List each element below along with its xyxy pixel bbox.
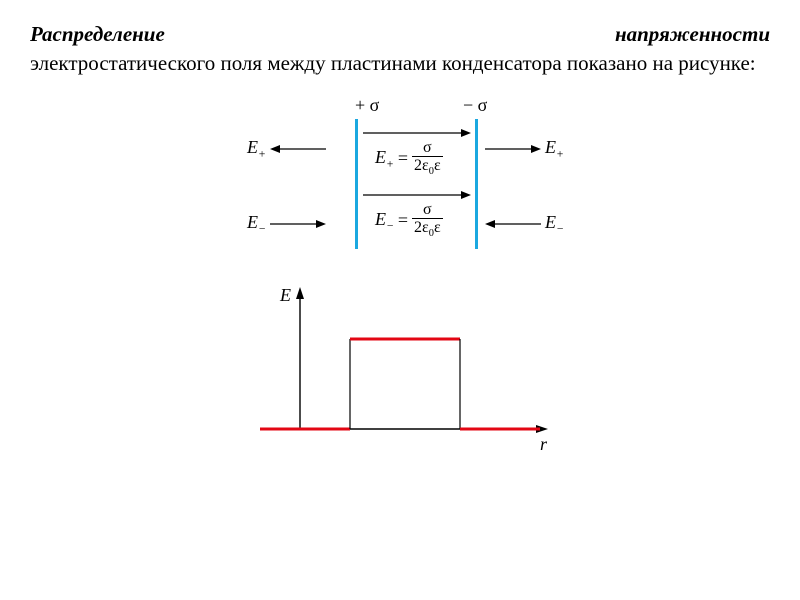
title-rest: электростатического поля между пластинам… — [30, 51, 756, 75]
plate-negative — [475, 119, 478, 249]
charge-label-negative: − σ — [463, 95, 487, 116]
title-word-1: Распределение — [30, 22, 165, 46]
title-text: Распределение напряженности электростати… — [30, 20, 770, 79]
formula-eminus: E− = σ 2ε0ε — [375, 201, 443, 240]
field-arrow-left-eplus: E+ — [247, 137, 326, 161]
center-arrow-bottom — [363, 189, 471, 201]
field-distribution-chart: E r — [240, 279, 560, 459]
field-arrow-left-eminus: E− — [247, 212, 326, 236]
chart-x-label: r — [540, 434, 547, 455]
formula-eplus: E+ = σ 2ε0ε — [375, 139, 443, 178]
chart-y-label: E — [280, 285, 291, 306]
center-arrow-top — [363, 127, 471, 139]
chart-svg — [240, 279, 560, 459]
field-arrow-right-eminus: E− — [485, 212, 564, 236]
plate-positive — [355, 119, 358, 249]
title-word-2: напряженности — [615, 22, 770, 46]
field-arrow-right-eplus: E+ — [485, 137, 564, 161]
charge-label-positive: + σ — [355, 95, 379, 116]
arrow-right-icon — [485, 143, 541, 155]
arrow-right-icon — [270, 218, 326, 230]
capacitor-diagram: + σ − σ E+ E− E+ E− — [185, 99, 615, 269]
arrow-left-icon — [485, 218, 541, 230]
arrow-left-icon — [270, 143, 326, 155]
